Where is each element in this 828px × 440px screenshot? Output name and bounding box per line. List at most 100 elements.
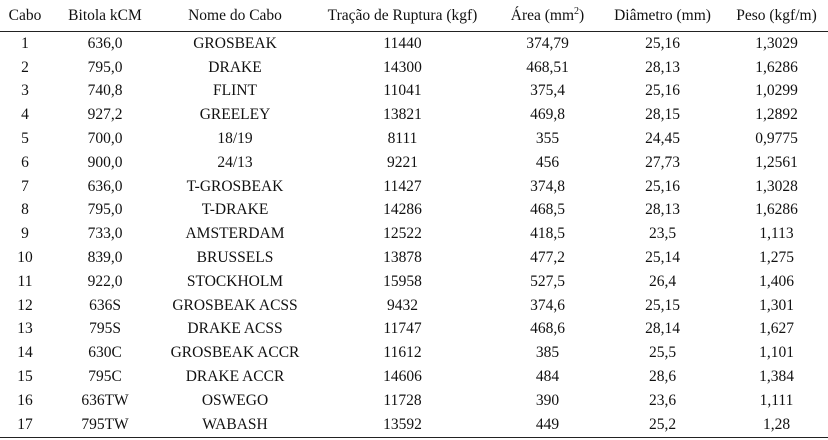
cell-diametro: 23,5: [648, 225, 677, 243]
cell-peso: 1,111: [759, 391, 794, 409]
cell-diametro: 25,16: [645, 34, 680, 52]
cell-tracao: 12522: [383, 225, 422, 243]
cell-tracao: 13878: [383, 249, 422, 267]
cell-nome: DRAKE: [208, 58, 262, 76]
header-area: Área (mm2): [495, 0, 600, 32]
cell-diametro: 23,6: [648, 391, 677, 409]
cell-tracao: 13821: [383, 106, 422, 124]
cell-nome: T-GROSBEAK: [186, 177, 284, 195]
cell-bitola: 733,0: [87, 225, 123, 243]
cell-area: 468,6: [530, 320, 565, 338]
cell-peso: 0,9775: [755, 130, 798, 148]
cell-bitola: 839,0: [87, 249, 123, 267]
cell-area: 374,8: [530, 177, 565, 195]
cell-area: 374,79: [526, 34, 569, 52]
cell-nome: 18/19: [217, 130, 253, 148]
table-row: 11 922,0 STOCKHOLM 15958 527,5 26,4 1,406: [0, 270, 828, 294]
cell-peso: 1,3028: [755, 177, 798, 195]
cell-diametro: 27,73: [645, 153, 680, 171]
cell-diametro: 25,14: [645, 249, 680, 267]
cell-peso: 1,301: [759, 296, 794, 314]
header-tracao: Tração de Ruptura (kgf): [310, 0, 495, 32]
cell-area: 468,5: [530, 201, 565, 219]
table-row: 6 900,0 24/13 9221 456 27,73 1,2561: [0, 151, 828, 175]
cell-tracao: 8111: [387, 130, 418, 148]
table-row: 14 630C GROSBEAK ACCR 11612 385 25,5 1,101: [0, 341, 828, 365]
cell-peso: 1,275: [759, 249, 794, 267]
cell-diametro: 25,16: [645, 82, 680, 100]
cell-bitola: 795,0: [87, 201, 123, 219]
cell-peso: 1,2561: [755, 153, 798, 171]
header-area-suffix: ): [579, 7, 585, 25]
cell-nome: BRUSSELS: [196, 249, 274, 267]
cell-peso: 1,113: [759, 225, 794, 243]
cell-area: 456: [535, 153, 560, 171]
table-row: 8 795,0 T-DRAKE 14286 468,5 28,13 1,6286: [0, 199, 828, 223]
cell-nome: DRAKE ACSS: [187, 320, 283, 338]
cell-nome: WABASH: [160, 412, 310, 438]
table-row: 2 795,0 DRAKE 14300 468,51 28,13 1,6286: [0, 56, 828, 80]
table-body: 1 636,0 GROSBEAK 11440 374,79 25,16 1,3029 2 795…: [0, 32, 828, 438]
header-diametro: Diâmetro (mm): [600, 0, 725, 32]
cell-diametro: 28,14: [645, 320, 680, 338]
cell-cabo: 13: [17, 320, 33, 338]
header-nome: Nome do Cabo: [160, 0, 310, 32]
cell-area: 468,51: [526, 58, 569, 76]
header-cabo: Cabo: [0, 0, 50, 32]
cell-tracao: 11728: [383, 391, 422, 409]
header-row: Cabo Bitola kCM Nome do Cabo Tração de R…: [0, 0, 828, 32]
cell-tracao: 11612: [383, 344, 422, 362]
cell-peso: 1,3029: [755, 34, 798, 52]
cell-area: 385: [535, 344, 560, 362]
cell-nome: STOCKHOLM: [186, 272, 284, 290]
cell-tracao: 11041: [383, 82, 422, 100]
cell-diametro: 25,2: [600, 412, 725, 438]
cell-peso: 1,627: [759, 320, 794, 338]
cell-cabo: 4: [21, 106, 29, 124]
cell-peso: 1,101: [759, 344, 794, 362]
header-bitola: Bitola kCM: [50, 0, 160, 32]
cell-area: 375,4: [530, 82, 565, 100]
table-row: 13 795S DRAKE ACSS 11747 468,6 28,14 1,627: [0, 318, 828, 342]
cell-diametro: 28,15: [645, 106, 680, 124]
cell-peso: 1,28: [725, 412, 828, 438]
cell-diametro: 28,13: [645, 201, 680, 219]
cell-tracao: 11427: [383, 177, 422, 195]
table-row: 7 636,0 T-GROSBEAK 11427 374,8 25,16 1,3028: [0, 175, 828, 199]
cell-cabo: 15: [17, 368, 33, 386]
cell-tracao: 11440: [383, 34, 422, 52]
cell-peso: 1,2892: [755, 106, 798, 124]
cell-bitola: 900,0: [87, 153, 123, 171]
cell-diametro: 28,6: [648, 368, 677, 386]
cell-diametro: 25,5: [648, 344, 677, 362]
cell-nome: FLINT: [213, 82, 257, 100]
cell-bitola: 636,0: [87, 177, 123, 195]
cell-bitola: 795TW: [50, 412, 160, 438]
cell-nome: OSWEGO: [201, 391, 269, 409]
cell-cabo: 17: [0, 412, 50, 438]
cell-diametro: 25,15: [645, 296, 680, 314]
table-row: 10 839,0 BRUSSELS 13878 477,2 25,14 1,275: [0, 246, 828, 270]
cell-nome: GROSBEAK ACCR: [170, 344, 300, 362]
table-row: 12 636S GROSBEAK ACSS 9432 374,6 25,15 1,301: [0, 294, 828, 318]
cell-tracao: 14606: [383, 368, 422, 386]
cell-bitola: 795S: [89, 320, 121, 338]
cell-tracao: 13592: [310, 412, 495, 438]
cell-tracao: 14300: [383, 58, 422, 76]
cell-bitola: 922,0: [87, 272, 123, 290]
table-header: Cabo Bitola kCM Nome do Cabo Tração de R…: [0, 0, 828, 32]
cell-bitola: 795,0: [87, 58, 123, 76]
table-row: 5 700,0 18/19 8111 355 24,45 0,9775: [0, 127, 828, 151]
table-row: 1 636,0 GROSBEAK 11440 374,79 25,16 1,3029: [0, 32, 828, 56]
cell-tracao: 9432: [387, 296, 418, 314]
cell-cabo: 12: [17, 296, 33, 314]
cell-cabo: 10: [17, 249, 33, 267]
cell-bitola: 927,2: [87, 106, 123, 124]
cell-nome: T-DRAKE: [201, 201, 269, 219]
cell-peso: 1,0299: [755, 82, 798, 100]
cell-diametro: 28,13: [645, 58, 680, 76]
header-area-superscript: 2: [574, 5, 580, 17]
cell-nome: GROSBEAK: [193, 34, 277, 52]
header-area-label: Área (mm: [510, 7, 575, 25]
